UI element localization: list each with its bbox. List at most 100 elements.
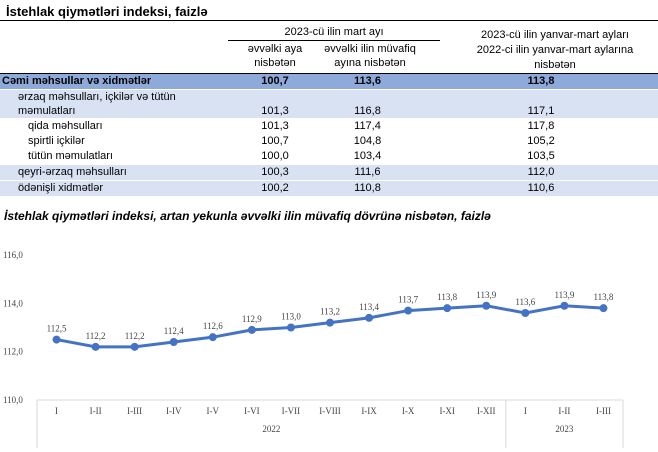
data-label: 112,9 [242, 314, 262, 324]
y-tick-label: 112,0 [3, 347, 23, 357]
data-point [169, 338, 178, 346]
x-tick-label: I-II [90, 406, 102, 416]
cell: 100,0 [261, 150, 289, 162]
group-label: 2022 [262, 424, 280, 434]
x-tick-label: I-V [207, 406, 220, 416]
row-label: tütün məmulatları [28, 150, 113, 162]
divider [228, 40, 440, 41]
cell: 113,8 [527, 75, 555, 87]
header-text: nisbətən [534, 59, 576, 71]
y-tick-label: 116,0 [3, 250, 23, 260]
cell: 101,3 [261, 105, 289, 117]
x-tick-label: I [55, 406, 58, 416]
cell: 100,7 [261, 75, 289, 87]
header-text: əvvəlki ilin müvafiq [324, 43, 416, 55]
data-point [443, 304, 452, 313]
x-tick-label: I-VIII [319, 406, 341, 416]
header-col1: əvvəlki aya nisbətən [240, 42, 310, 70]
cell: 100,2 [261, 182, 289, 194]
row-label: qida məhsulları [28, 120, 103, 132]
row-label: ərzaq məhsulları, içkilər və tütün [18, 91, 176, 103]
divider [0, 73, 658, 74]
header-col3: 2023-cü ilin yanvar-mart ayları 2022-ci i… [455, 28, 655, 73]
row-label: Cəmi məhsullar və xidmətlər [2, 75, 152, 87]
data-point [52, 335, 61, 344]
x-tick-label: I [524, 406, 527, 416]
cell: 110,8 [354, 182, 381, 194]
x-tick-label: I-II [558, 406, 570, 416]
row-label: ödənişli xidmətlər [18, 182, 103, 194]
data-label: 112,5 [47, 324, 67, 334]
x-tick-label: I-X [402, 406, 415, 416]
table-row: spirtli içkilər 100,7 104,8 105,2 [0, 134, 658, 149]
cell: 105,2 [527, 135, 555, 147]
header-text: 2023-cü ilin yanvar-mart ayları [481, 29, 629, 41]
data-point [247, 325, 256, 334]
data-point [482, 301, 491, 310]
data-point [404, 306, 413, 315]
x-tick-label: I-XI [439, 406, 455, 416]
table-title: İstehlak qiymətləri indeksi, faizlə [6, 4, 208, 19]
row-label: qeyri-ərzaq məhsulları [18, 166, 127, 178]
data-label: 112,2 [86, 331, 106, 341]
x-tick-label: I-VI [244, 406, 260, 416]
table-row: tütün məmulatları 100,0 103,4 103,5 [0, 149, 658, 164]
data-label: 112,2 [125, 331, 145, 341]
data-point [326, 318, 334, 327]
table-row: qeyri-ərzaq məhsulları 100,3 111,6 112,0 [0, 165, 658, 180]
header-group: 2023-cü ilin mart ayı [284, 26, 384, 38]
data-point [521, 309, 530, 317]
x-tick-label: I-III [596, 406, 611, 416]
header-text: əvvəlki aya [247, 43, 303, 55]
data-point [208, 333, 217, 342]
cell: 117,8 [527, 120, 555, 132]
header-text: nisbətən [254, 57, 296, 69]
cell: 103,5 [527, 150, 555, 162]
cell: 116,8 [354, 105, 381, 117]
header-col2: əvvəlki ilin müvafiq ayına nisbətən [315, 42, 425, 70]
cell: 104,8 [353, 135, 382, 147]
header-text: 2022-ci ilin yanvar-mart aylarına [476, 44, 634, 56]
data-label: 113,0 [281, 312, 301, 322]
cell: 113,6 [354, 75, 381, 87]
x-tick-label: I-IX [361, 406, 377, 416]
group-label: 2023 [555, 424, 574, 434]
chart-title: İstehlak qiymətləri indeksi, artan yekun… [4, 209, 491, 223]
cell: 117,4 [354, 120, 381, 132]
data-label: 113,9 [476, 290, 496, 300]
data-label: 113,9 [554, 290, 574, 300]
data-label: 113,8 [594, 292, 614, 302]
cell: 103,4 [353, 150, 382, 162]
row-label: məmulatları [18, 105, 76, 117]
cell: 112,0 [527, 166, 555, 178]
cell: 100,7 [261, 135, 289, 147]
x-tick-label: I-VII [282, 406, 301, 416]
cell: 117,1 [527, 105, 555, 117]
data-label: 113,6 [515, 297, 535, 307]
data-label: 112,4 [164, 326, 184, 336]
table-row: ərzaq məhsulları, içkilər və tütün məmul… [0, 90, 658, 118]
data-point [365, 313, 374, 322]
header-text: ayına nisbətən [334, 57, 406, 69]
table-row: qida məhsulları 101,3 117,4 117,8 [0, 119, 658, 134]
data-point [599, 304, 608, 313]
cell: 101,3 [261, 120, 289, 132]
cell: 110,6 [527, 182, 555, 194]
data-point [91, 342, 100, 351]
data-point [286, 323, 295, 332]
x-tick-label: I-XII [477, 406, 496, 416]
data-point [130, 342, 139, 351]
x-tick-label: I-III [127, 406, 142, 416]
data-point [560, 301, 569, 310]
x-tick-label: I-IV [166, 406, 182, 416]
data-label: 113,4 [359, 302, 379, 312]
cell: 100,3 [261, 166, 289, 178]
data-label: 112,6 [203, 321, 223, 331]
row-label: spirtli içkilər [28, 135, 85, 147]
table-row: ödənişli xidmətlər 100,2 110,8 110,6 [0, 181, 658, 196]
data-label: 113,2 [320, 307, 340, 317]
data-label: 113,7 [398, 295, 418, 305]
cell: 111,6 [354, 166, 381, 178]
table-row: Cəmi məhsullar və xidmətlər 100,7 113,6 … [0, 74, 658, 89]
